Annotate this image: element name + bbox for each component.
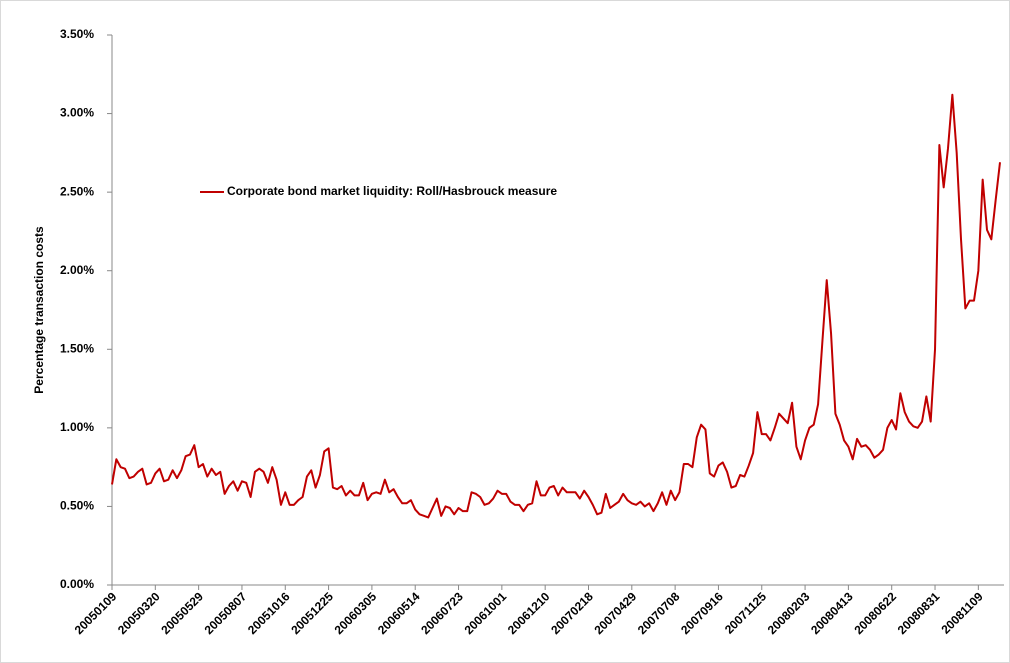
y-tick-label: 0.00% — [60, 577, 94, 591]
y-tick-label: 2.00% — [60, 263, 94, 277]
legend-label: Corporate bond market liquidity: Roll/Ha… — [227, 184, 557, 198]
y-axis-title: Percentage transaction costs — [32, 226, 46, 394]
series-line — [111, 93, 1001, 519]
y-tick-label: 1.50% — [60, 341, 94, 355]
y-tick-label: 1.00% — [60, 420, 94, 434]
y-tick-label: 2.50% — [60, 184, 94, 198]
y-tick-label: 3.50% — [60, 27, 94, 41]
y-tick-label: 0.50% — [60, 499, 94, 513]
y-tick-label: 3.00% — [60, 106, 94, 120]
